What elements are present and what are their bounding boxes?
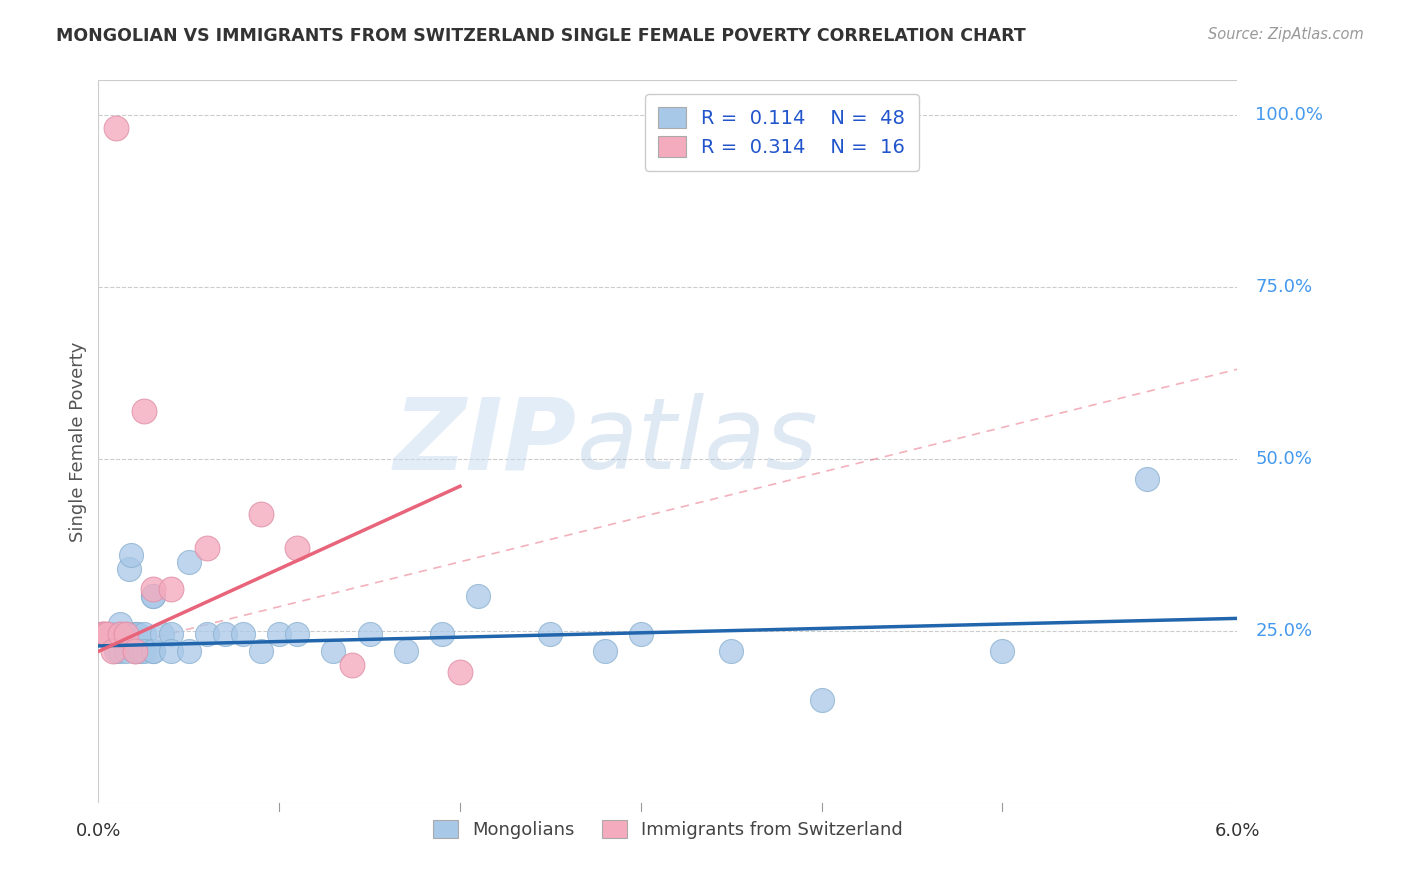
- Point: [177, 555, 200, 569]
- Legend: Mongolians, Immigrants from Switzerland: Mongolians, Immigrants from Switzerland: [423, 811, 912, 848]
- Text: 0.0%: 0.0%: [76, 822, 121, 840]
- Text: ZIP: ZIP: [394, 393, 576, 490]
- Text: atlas: atlas: [576, 393, 818, 490]
- Point: [120, 548, 142, 562]
- Point: [101, 644, 124, 658]
- Text: 100.0%: 100.0%: [1256, 105, 1323, 124]
- Point: [1136, 472, 1159, 486]
- Point: [159, 644, 181, 658]
- Point: [93, 627, 115, 641]
- Point: [322, 644, 344, 658]
- Point: [142, 644, 165, 658]
- Point: [195, 627, 218, 641]
- Point: [359, 627, 381, 641]
- Point: [108, 627, 131, 641]
- Point: [129, 644, 152, 658]
- Point: [124, 627, 146, 641]
- Point: [124, 627, 146, 641]
- Point: [195, 541, 218, 556]
- Text: 6.0%: 6.0%: [1215, 822, 1260, 840]
- Point: [142, 590, 165, 604]
- Point: [124, 644, 146, 658]
- Text: 25.0%: 25.0%: [1256, 622, 1312, 640]
- Point: [159, 582, 181, 597]
- Y-axis label: Single Female Poverty: Single Female Poverty: [69, 342, 87, 541]
- Point: [93, 627, 115, 641]
- Point: [132, 403, 155, 417]
- Point: [395, 644, 418, 658]
- Point: [250, 507, 273, 521]
- Point: [630, 627, 652, 641]
- Point: [538, 627, 561, 641]
- Point: [720, 644, 742, 658]
- Point: [118, 562, 141, 576]
- Point: [124, 644, 146, 658]
- Point: [108, 616, 131, 631]
- Point: [269, 627, 291, 641]
- Point: [214, 627, 236, 641]
- Point: [114, 627, 136, 641]
- Point: [132, 627, 155, 641]
- Point: [467, 590, 489, 604]
- Point: [810, 692, 832, 706]
- Point: [593, 644, 616, 658]
- Point: [340, 658, 363, 673]
- Point: [142, 590, 165, 604]
- Point: [124, 644, 146, 658]
- Point: [285, 541, 308, 556]
- Point: [101, 627, 124, 641]
- Point: [105, 627, 128, 641]
- Point: [430, 627, 453, 641]
- Point: [127, 627, 149, 641]
- Text: MONGOLIAN VS IMMIGRANTS FROM SWITZERLAND SINGLE FEMALE POVERTY CORRELATION CHART: MONGOLIAN VS IMMIGRANTS FROM SWITZERLAND…: [56, 27, 1026, 45]
- Point: [114, 644, 136, 658]
- Point: [159, 627, 181, 641]
- Point: [91, 627, 114, 641]
- Point: [105, 121, 128, 136]
- Point: [232, 627, 254, 641]
- Text: 75.0%: 75.0%: [1256, 277, 1312, 296]
- Point: [114, 627, 136, 641]
- Point: [142, 644, 165, 658]
- Point: [132, 644, 155, 658]
- Point: [96, 627, 118, 641]
- Text: Source: ZipAtlas.com: Source: ZipAtlas.com: [1208, 27, 1364, 42]
- Point: [111, 627, 134, 641]
- Point: [991, 644, 1014, 658]
- Point: [142, 582, 165, 597]
- Point: [285, 627, 308, 641]
- Point: [177, 644, 200, 658]
- Point: [91, 627, 114, 641]
- Point: [105, 644, 128, 658]
- Point: [150, 627, 173, 641]
- Point: [108, 644, 131, 658]
- Text: 50.0%: 50.0%: [1256, 450, 1312, 467]
- Point: [96, 627, 118, 641]
- Point: [250, 644, 273, 658]
- Point: [449, 665, 471, 679]
